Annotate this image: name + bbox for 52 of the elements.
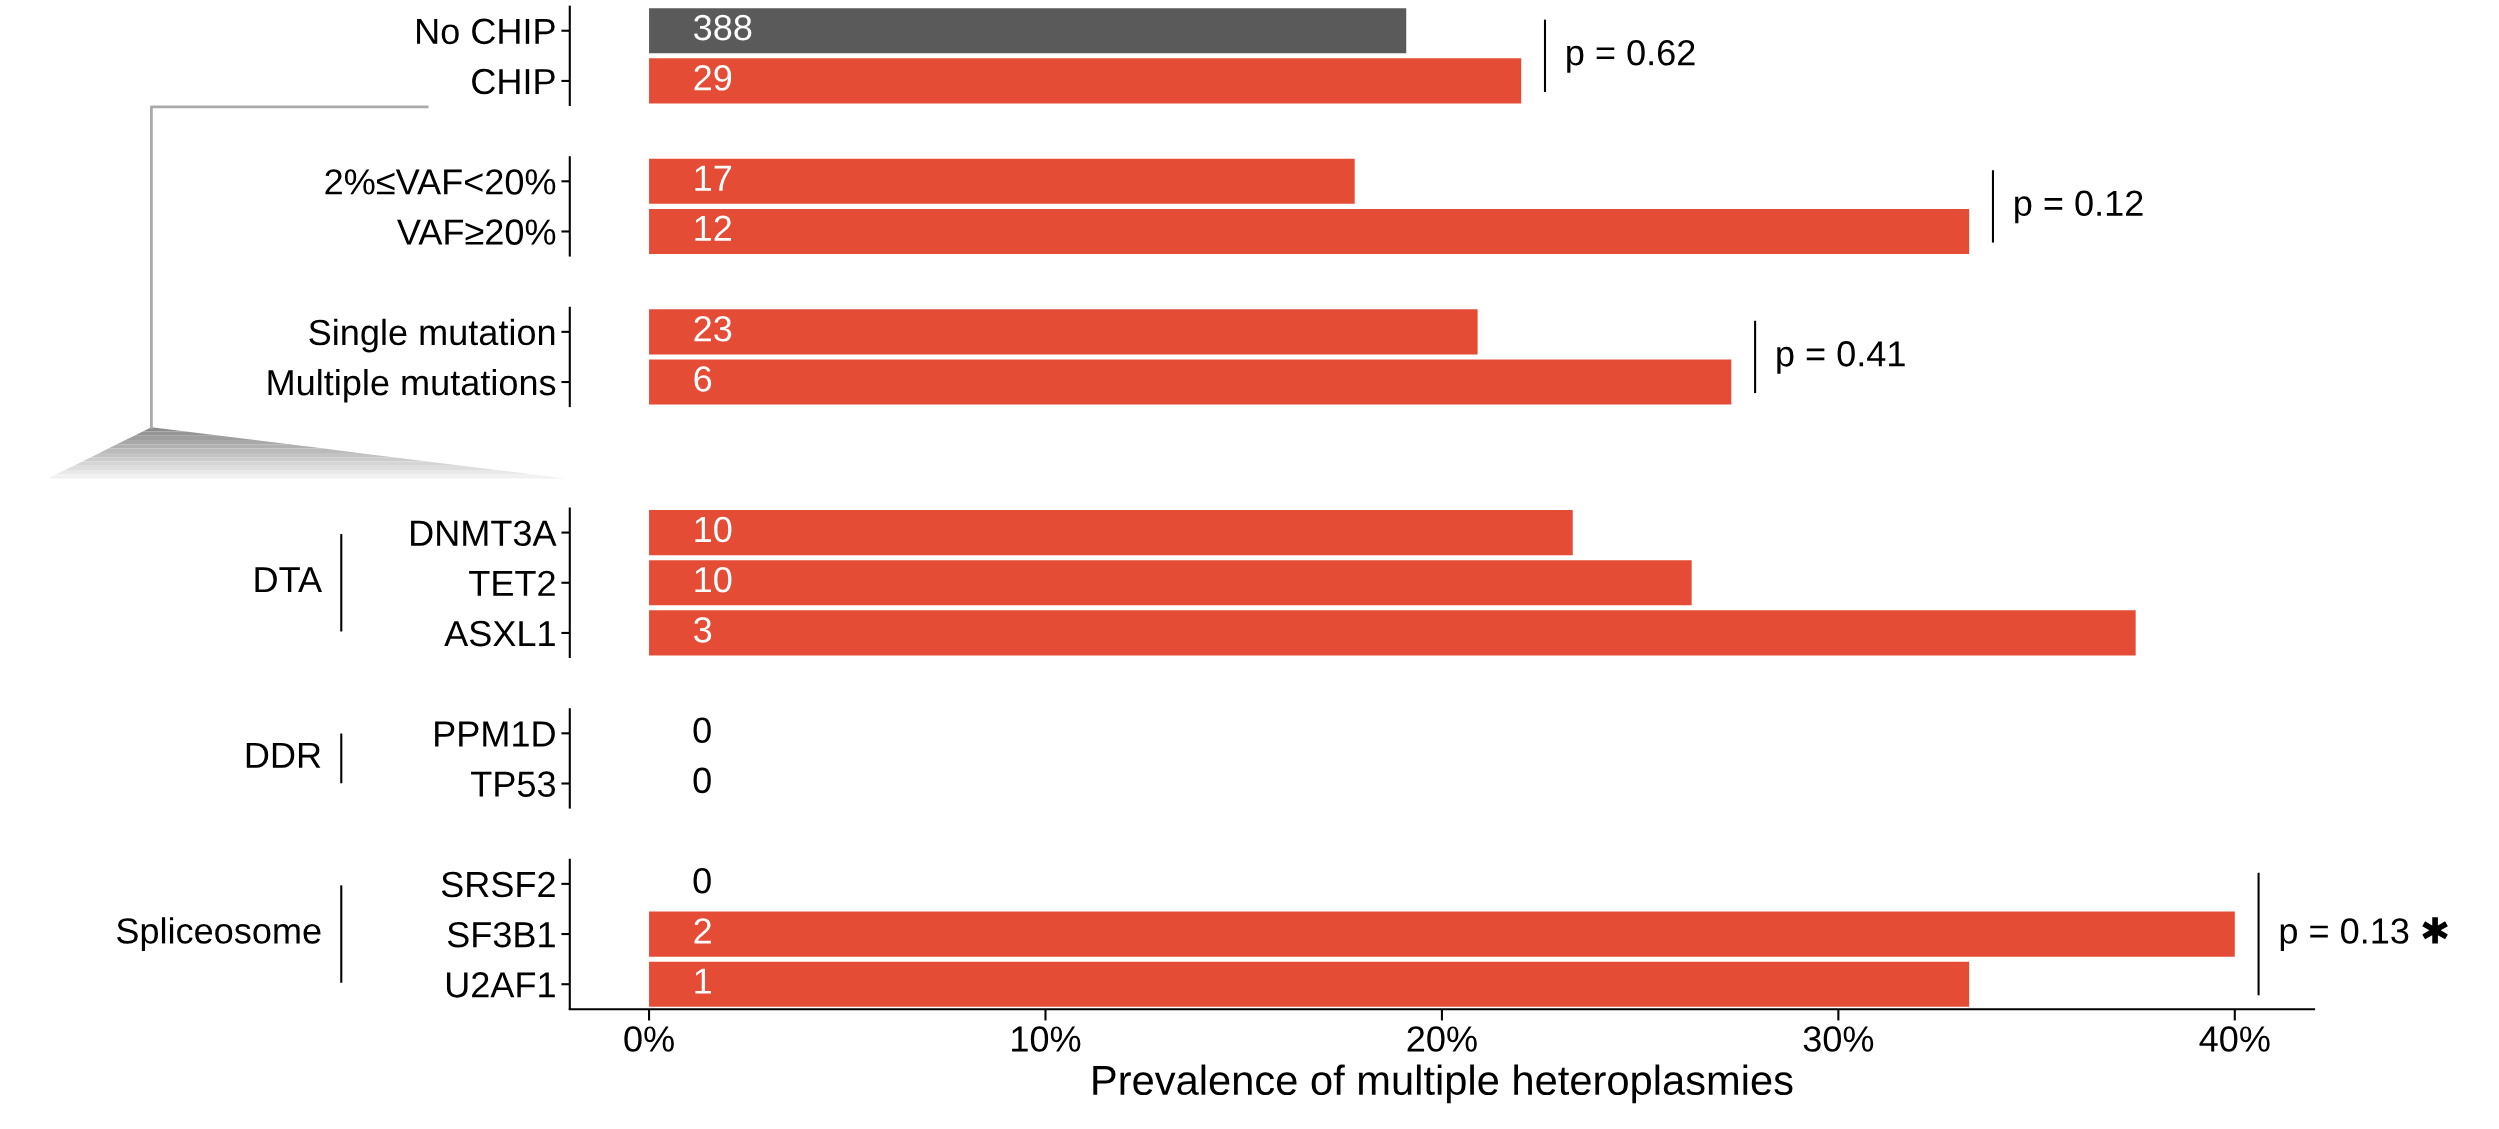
annotation: p = 0.13 ✱	[2280, 917, 2448, 951]
bar	[649, 8, 1407, 54]
y-tick-label: No CHIP	[417, 18, 555, 45]
annotation: 17	[695, 165, 732, 191]
x-tick-label: 20%	[1407, 1026, 1477, 1052]
annotation: 3	[694, 617, 712, 643]
y-tick-label: TET2	[469, 570, 555, 596]
bar	[649, 961, 1970, 1007]
annotation: 6	[694, 366, 712, 392]
x-tick-label: 40%	[2199, 1026, 2270, 1052]
y-tick-label: ASXL1	[444, 620, 555, 647]
text: Spliceosome	[116, 917, 321, 951]
y-tick-label: U2AF1	[446, 972, 555, 998]
bar	[649, 158, 1355, 204]
annotation: 0	[693, 717, 711, 744]
bar	[649, 911, 2235, 957]
y-tick-label: SRSF2	[441, 871, 555, 898]
y-tick-label: 2%≤VAF<20%	[325, 169, 556, 195]
y-tick-label: VAF≥20%	[397, 219, 556, 245]
annotation: 0	[693, 867, 711, 894]
bar	[649, 509, 1573, 556]
y-tick-label: CHIP	[472, 68, 555, 95]
annotation: 10	[695, 566, 732, 593]
x-tick-label: 10%	[1012, 1026, 1081, 1052]
y-tick-label: TP53	[471, 771, 555, 797]
bar	[649, 610, 2136, 656]
x-tick-label: 30%	[1803, 1026, 1874, 1052]
annotation: p = 0.12	[2015, 190, 2143, 224]
bar	[649, 560, 1692, 606]
bar	[649, 309, 1478, 355]
y-tick-label: Single mutation	[309, 318, 555, 353]
x-tick-label: 0%	[624, 1026, 674, 1052]
annotation: 1	[695, 968, 711, 994]
bar	[649, 208, 1970, 255]
annotation: p = 0.62	[1567, 39, 1695, 73]
annotation: p = 0.41	[1777, 341, 1905, 374]
x-axis-title: Prevalence of multiple heteroplasmies	[1093, 1064, 1793, 1104]
annotation: 388	[694, 14, 752, 41]
annotation: 0	[693, 767, 711, 794]
y-tick-label: SF3B1	[447, 921, 555, 948]
annotation: 29	[694, 65, 732, 91]
bar	[649, 58, 1522, 104]
bar	[649, 359, 1732, 405]
y-tick-label: Multiple mutations	[268, 368, 556, 403]
annotation: 10	[695, 516, 732, 543]
annotation: 12	[695, 215, 732, 241]
y-tick-label: DNMT3A	[411, 520, 557, 547]
y-tick-label: PPM1D	[435, 721, 555, 747]
annotation: 2	[694, 918, 711, 944]
annotation: 23	[694, 315, 732, 342]
text: DDR	[246, 742, 321, 768]
text: DTA	[255, 567, 323, 593]
